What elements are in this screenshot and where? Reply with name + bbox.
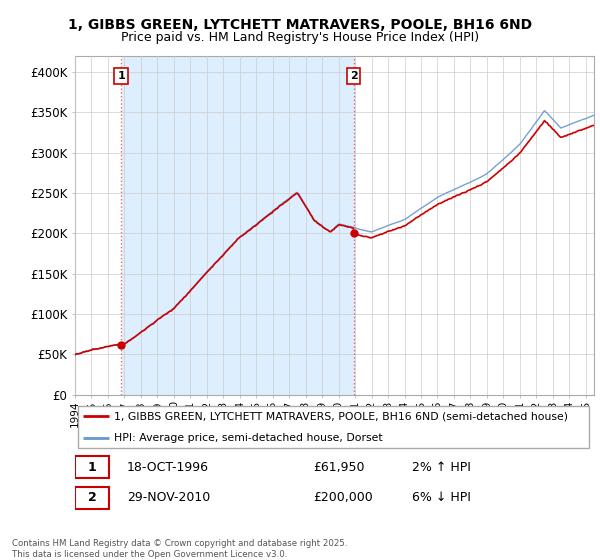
Text: 6% ↓ HPI: 6% ↓ HPI xyxy=(412,491,471,504)
Text: £61,950: £61,950 xyxy=(314,461,365,474)
Text: 29-NOV-2010: 29-NOV-2010 xyxy=(127,491,210,504)
Bar xyxy=(121,56,354,395)
FancyBboxPatch shape xyxy=(77,405,589,449)
Text: 18-OCT-1996: 18-OCT-1996 xyxy=(127,461,209,474)
Text: 2: 2 xyxy=(88,491,97,504)
Text: HPI: Average price, semi-detached house, Dorset: HPI: Average price, semi-detached house,… xyxy=(114,433,383,443)
Text: 1, GIBBS GREEN, LYTCHETT MATRAVERS, POOLE, BH16 6ND: 1, GIBBS GREEN, LYTCHETT MATRAVERS, POOL… xyxy=(68,18,532,32)
Text: £200,000: £200,000 xyxy=(314,491,373,504)
Text: 2: 2 xyxy=(350,71,358,81)
Text: 1: 1 xyxy=(117,71,125,81)
Text: 1: 1 xyxy=(88,461,97,474)
Bar xyxy=(75,56,121,395)
Text: Price paid vs. HM Land Registry's House Price Index (HPI): Price paid vs. HM Land Registry's House … xyxy=(121,31,479,44)
FancyBboxPatch shape xyxy=(75,487,109,509)
Text: 1, GIBBS GREEN, LYTCHETT MATRAVERS, POOLE, BH16 6ND (semi-detached house): 1, GIBBS GREEN, LYTCHETT MATRAVERS, POOL… xyxy=(114,411,568,421)
Text: 2% ↑ HPI: 2% ↑ HPI xyxy=(412,461,471,474)
Bar xyxy=(75,56,121,395)
FancyBboxPatch shape xyxy=(75,456,109,478)
Text: Contains HM Land Registry data © Crown copyright and database right 2025.
This d: Contains HM Land Registry data © Crown c… xyxy=(12,539,347,559)
